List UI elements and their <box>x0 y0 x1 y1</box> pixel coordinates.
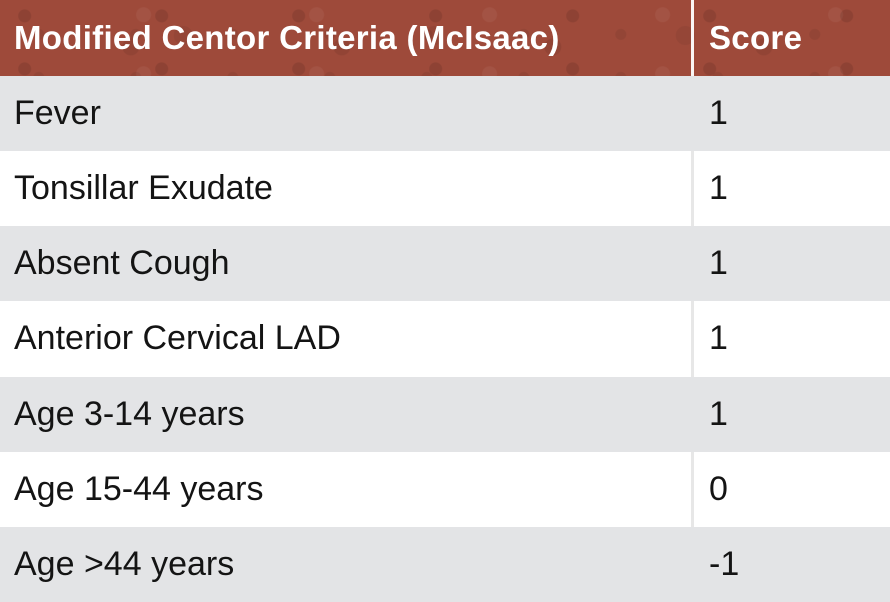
table-row: Tonsillar Exudate 1 <box>0 151 890 227</box>
criteria-cell: Age >44 years <box>14 544 235 583</box>
table-row: Age 15-44 years 0 <box>0 451 890 527</box>
criteria-cell: Tonsillar Exudate <box>14 169 273 208</box>
criteria-cell: Age 15-44 years <box>14 469 264 508</box>
table-body: Fever 1 Tonsillar Exudate 1 Absent Cough… <box>0 76 890 602</box>
score-cell: 1 <box>709 244 728 283</box>
criteria-cell: Age 3-14 years <box>14 394 245 433</box>
score-cell: 1 <box>691 301 890 377</box>
criteria-column-header: Modified Centor Criteria (McIsaac) <box>14 19 560 56</box>
score-column-header: Score <box>691 0 890 76</box>
score-cell: -1 <box>709 544 740 583</box>
score-cell: 1 <box>709 394 728 433</box>
table-row: Anterior Cervical LAD 1 <box>0 301 890 377</box>
table-header-row: Modified Centor Criteria (McIsaac) Score <box>0 0 890 76</box>
criteria-cell: Fever <box>14 94 101 133</box>
table-row: Fever 1 <box>0 76 890 152</box>
criteria-cell: Anterior Cervical LAD <box>14 319 341 358</box>
table-row: Age >44 years -1 <box>0 526 890 602</box>
table-row: Absent Cough 1 <box>0 226 890 302</box>
score-cell: 1 <box>691 151 890 227</box>
table-row: Age 3-14 years 1 <box>0 376 890 452</box>
score-cell: 0 <box>691 451 890 527</box>
score-cell: 1 <box>709 94 728 133</box>
criteria-cell: Absent Cough <box>14 244 230 283</box>
